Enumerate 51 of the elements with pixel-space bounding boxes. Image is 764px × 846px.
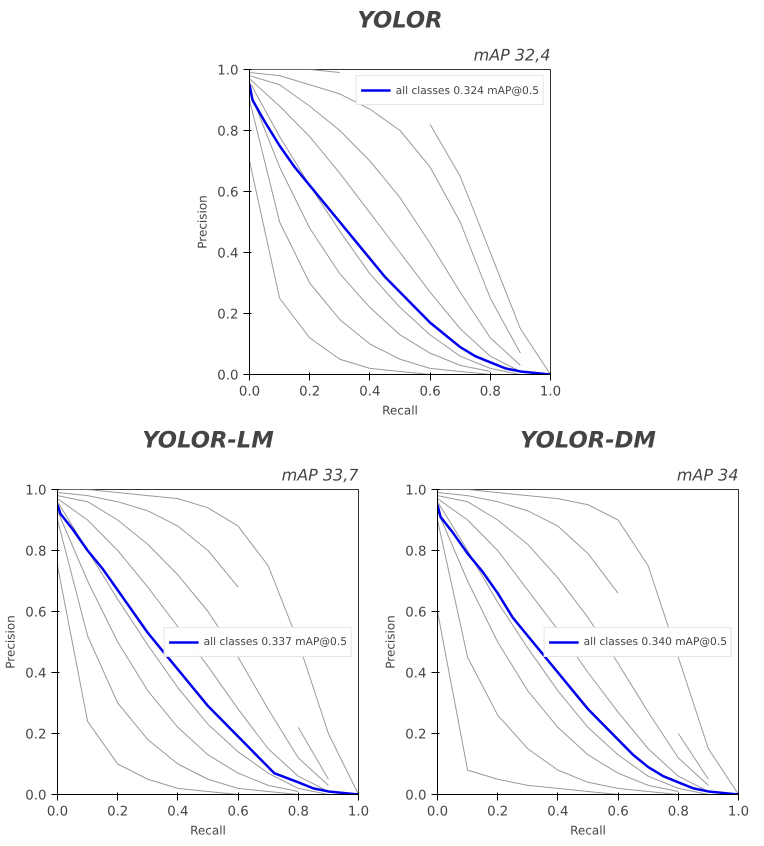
x-axis-title: Recall <box>570 824 606 838</box>
y-tick-label: 0.2 <box>25 728 47 742</box>
y-tick-label: 0.0 <box>217 368 239 384</box>
y-tick-label: 0.6 <box>217 186 239 200</box>
chart-subtitle: mAP 32,4 <box>474 46 550 64</box>
chart-title: YOLOR <box>357 8 443 34</box>
x-tick-label: 0.6 <box>228 804 249 820</box>
x-tick-label: 0.8 <box>480 384 501 400</box>
x-tick-label: 0.2 <box>487 804 508 820</box>
y-axis-title: Precision <box>383 615 398 669</box>
y-tick-label: 0.4 <box>25 666 47 682</box>
chart-subtitle: mAP 34 <box>676 466 738 484</box>
y-axis-title: Precision <box>195 195 210 249</box>
x-tick-label: 1.0 <box>540 384 562 400</box>
y-tick-label: 0.0 <box>25 788 47 804</box>
y-tick-label: 1.0 <box>405 484 427 498</box>
chart-title: YOLOR-DM <box>520 428 656 454</box>
y-tick-label: 1.0 <box>25 484 47 498</box>
chart-title: YOLOR-LM <box>142 428 274 454</box>
x-tick-label: 0.8 <box>668 804 689 820</box>
y-tick-label: 1.0 <box>217 64 239 78</box>
legend-label: all classes 0.340 mAP@0.5 <box>584 635 727 648</box>
y-tick-label: 0.6 <box>405 606 427 620</box>
y-tick-label: 0.2 <box>217 308 239 322</box>
y-tick-label: 0.6 <box>25 606 47 620</box>
x-tick-label: 0.8 <box>288 804 309 820</box>
y-tick-label: 0.2 <box>405 728 427 742</box>
legend-label: all classes 0.324 mAP@0.5 <box>396 84 539 96</box>
x-tick-label: 0.4 <box>167 804 189 820</box>
chart-subtitle: mAP 33,7 <box>282 466 360 484</box>
x-tick-label: 0.6 <box>420 384 441 400</box>
x-tick-label: 0.4 <box>359 384 381 400</box>
x-tick-label: 0.2 <box>107 804 128 820</box>
x-axis-title: Recall <box>190 824 226 838</box>
y-tick-label: 0.8 <box>217 124 239 140</box>
x-axis-title: Recall <box>382 404 418 418</box>
x-tick-label: 1.0 <box>348 804 370 820</box>
x-tick-label: 0.6 <box>608 804 629 820</box>
y-tick-label: 0.8 <box>25 544 47 560</box>
x-tick-label: 1.0 <box>728 804 750 820</box>
y-tick-label: 0.4 <box>405 666 427 682</box>
y-tick-label: 0.8 <box>405 544 427 560</box>
y-tick-label: 0.0 <box>405 788 427 804</box>
x-tick-label: 0.2 <box>299 384 320 400</box>
y-axis-title: Precision <box>3 615 18 669</box>
x-tick-label: 0.0 <box>426 804 448 820</box>
x-tick-label: 0.4 <box>547 804 569 820</box>
legend-label: all classes 0.337 mAP@0.5 <box>204 635 347 648</box>
x-tick-label: 0.0 <box>46 804 68 820</box>
y-tick-label: 0.4 <box>217 246 239 262</box>
x-tick-label: 0.0 <box>238 384 260 400</box>
